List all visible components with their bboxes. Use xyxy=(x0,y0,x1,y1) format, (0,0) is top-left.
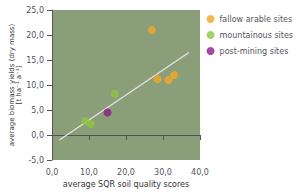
svg-text:fallow arable sites: fallow arable sites xyxy=(220,15,293,24)
svg-text:[t ha⁻¹ a⁻¹]: [t ha⁻¹ a⁻¹] xyxy=(15,65,23,104)
svg-text:-5,0: -5,0 xyxy=(28,156,44,165)
svg-text:post-mining sites: post-mining sites xyxy=(220,47,289,56)
svg-text:20,0: 20,0 xyxy=(117,168,135,177)
svg-text:mountainous sites: mountainous sites xyxy=(220,31,293,40)
svg-text:20,0: 20,0 xyxy=(26,31,44,40)
svg-text:25,0: 25,0 xyxy=(26,6,44,15)
svg-text:0,0: 0,0 xyxy=(46,168,59,177)
svg-text:10,0: 10,0 xyxy=(80,168,98,177)
svg-text:5,0: 5,0 xyxy=(31,106,44,115)
svg-text:average SQR soil quality score: average SQR soil quality scores xyxy=(63,180,189,189)
svg-text:average biomass yields (dry ma: average biomass yields (dry mass) xyxy=(7,23,16,147)
svg-text:30,0: 30,0 xyxy=(154,168,172,177)
svg-text:10,0: 10,0 xyxy=(26,81,44,90)
svg-text:0,0: 0,0 xyxy=(31,131,44,140)
svg-text:40,0: 40,0 xyxy=(191,168,209,177)
svg-text:15,0: 15,0 xyxy=(26,56,44,65)
